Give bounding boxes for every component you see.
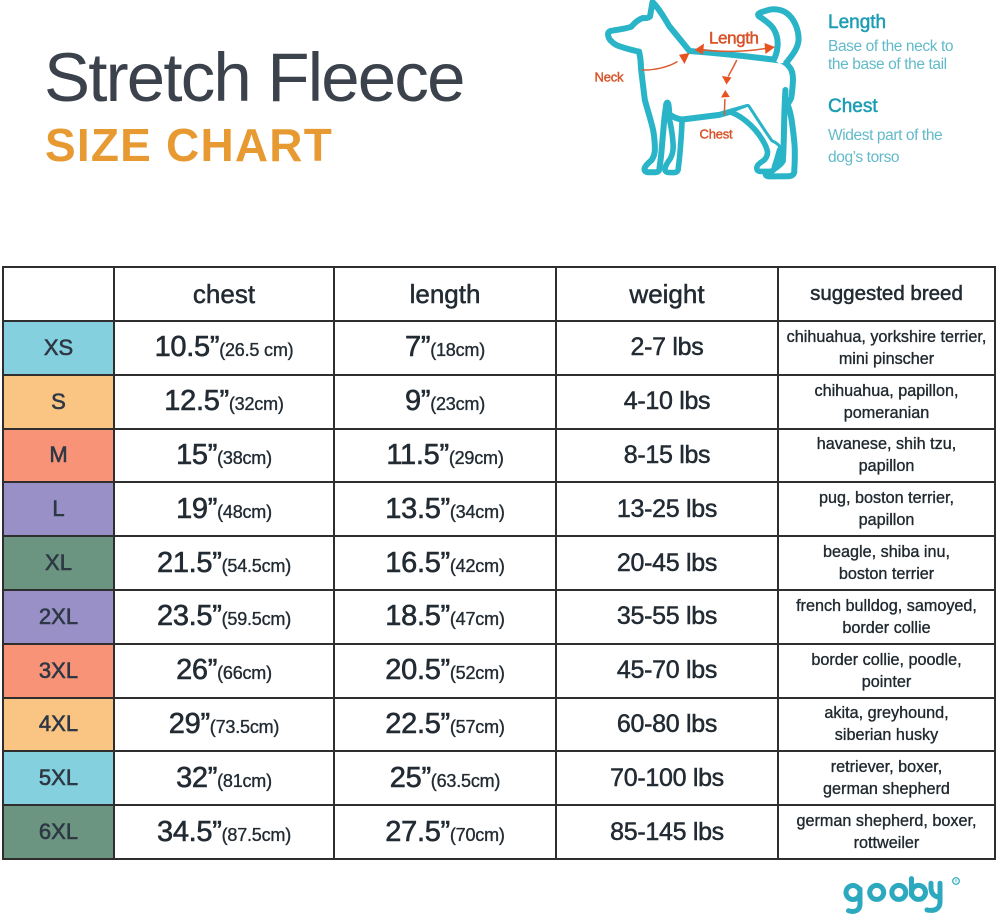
svg-text:Neck: Neck xyxy=(595,70,625,85)
svg-text:Length: Length xyxy=(709,29,759,48)
svg-text:R: R xyxy=(955,879,958,884)
svg-text:Chest: Chest xyxy=(700,127,734,142)
